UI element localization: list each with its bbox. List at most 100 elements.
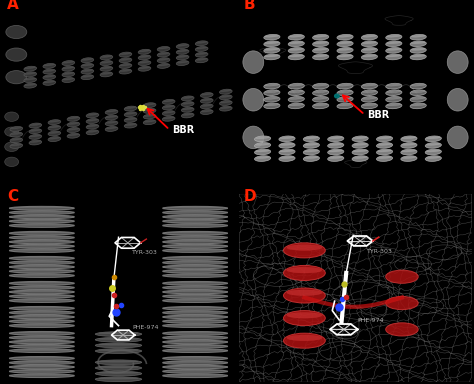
Ellipse shape bbox=[167, 349, 223, 351]
Ellipse shape bbox=[14, 361, 70, 362]
Ellipse shape bbox=[425, 156, 441, 161]
Ellipse shape bbox=[120, 64, 131, 66]
Ellipse shape bbox=[329, 137, 343, 139]
Ellipse shape bbox=[138, 49, 151, 54]
Ellipse shape bbox=[9, 249, 74, 252]
Ellipse shape bbox=[167, 220, 223, 221]
Ellipse shape bbox=[30, 141, 41, 142]
Ellipse shape bbox=[280, 137, 294, 139]
Ellipse shape bbox=[304, 157, 318, 159]
Ellipse shape bbox=[163, 319, 228, 323]
Ellipse shape bbox=[427, 150, 440, 152]
Ellipse shape bbox=[410, 54, 426, 60]
Ellipse shape bbox=[10, 132, 23, 137]
Ellipse shape bbox=[163, 240, 228, 244]
Ellipse shape bbox=[81, 58, 94, 63]
Text: B: B bbox=[244, 0, 255, 12]
Ellipse shape bbox=[167, 241, 223, 242]
Ellipse shape bbox=[167, 295, 223, 296]
Ellipse shape bbox=[163, 100, 174, 102]
Ellipse shape bbox=[361, 90, 377, 96]
Ellipse shape bbox=[312, 34, 329, 40]
Ellipse shape bbox=[95, 343, 142, 348]
Ellipse shape bbox=[264, 41, 280, 46]
Ellipse shape bbox=[337, 34, 353, 40]
Ellipse shape bbox=[290, 42, 303, 44]
Ellipse shape bbox=[120, 70, 131, 72]
Ellipse shape bbox=[303, 136, 319, 142]
Ellipse shape bbox=[201, 109, 213, 114]
Ellipse shape bbox=[303, 142, 319, 148]
Ellipse shape bbox=[182, 113, 194, 118]
Ellipse shape bbox=[143, 120, 156, 125]
Ellipse shape bbox=[138, 61, 151, 66]
Ellipse shape bbox=[401, 136, 417, 142]
Ellipse shape bbox=[378, 150, 392, 152]
Ellipse shape bbox=[376, 156, 392, 161]
Ellipse shape bbox=[9, 369, 74, 373]
Ellipse shape bbox=[9, 290, 74, 294]
Ellipse shape bbox=[304, 150, 318, 152]
Ellipse shape bbox=[338, 104, 352, 106]
Ellipse shape bbox=[68, 128, 79, 130]
Ellipse shape bbox=[48, 125, 61, 130]
Ellipse shape bbox=[24, 83, 36, 88]
Ellipse shape bbox=[95, 371, 142, 376]
Ellipse shape bbox=[387, 48, 401, 50]
Ellipse shape bbox=[177, 45, 188, 46]
Ellipse shape bbox=[9, 206, 74, 210]
Ellipse shape bbox=[167, 300, 223, 301]
Ellipse shape bbox=[163, 281, 228, 285]
Ellipse shape bbox=[196, 58, 207, 60]
Ellipse shape bbox=[287, 267, 322, 273]
Ellipse shape bbox=[312, 48, 329, 53]
Ellipse shape bbox=[167, 311, 223, 313]
Ellipse shape bbox=[361, 96, 377, 102]
Ellipse shape bbox=[48, 120, 61, 125]
Ellipse shape bbox=[387, 104, 401, 106]
Ellipse shape bbox=[264, 90, 280, 96]
Ellipse shape bbox=[265, 98, 279, 99]
Ellipse shape bbox=[163, 249, 228, 252]
Ellipse shape bbox=[163, 244, 228, 248]
Ellipse shape bbox=[195, 58, 208, 63]
Ellipse shape bbox=[9, 356, 74, 360]
Text: BBR: BBR bbox=[172, 125, 194, 135]
Ellipse shape bbox=[386, 103, 402, 109]
Ellipse shape bbox=[201, 104, 212, 106]
Ellipse shape bbox=[67, 133, 80, 138]
Ellipse shape bbox=[6, 71, 27, 84]
Ellipse shape bbox=[163, 324, 228, 328]
Ellipse shape bbox=[328, 156, 344, 161]
Ellipse shape bbox=[68, 134, 79, 136]
Ellipse shape bbox=[328, 136, 344, 142]
Ellipse shape bbox=[363, 84, 376, 86]
Ellipse shape bbox=[167, 270, 223, 271]
Ellipse shape bbox=[290, 91, 303, 93]
Ellipse shape bbox=[67, 116, 80, 121]
Ellipse shape bbox=[105, 109, 118, 114]
Ellipse shape bbox=[401, 156, 417, 161]
Ellipse shape bbox=[14, 295, 70, 296]
Ellipse shape bbox=[86, 119, 99, 124]
Ellipse shape bbox=[163, 261, 228, 265]
Ellipse shape bbox=[106, 116, 117, 118]
Ellipse shape bbox=[125, 124, 136, 126]
Ellipse shape bbox=[9, 331, 74, 335]
Ellipse shape bbox=[314, 104, 328, 106]
Ellipse shape bbox=[167, 216, 223, 217]
Ellipse shape bbox=[338, 91, 352, 93]
Ellipse shape bbox=[158, 64, 169, 66]
Ellipse shape bbox=[163, 336, 228, 339]
Ellipse shape bbox=[14, 257, 70, 258]
Ellipse shape bbox=[162, 111, 175, 116]
Ellipse shape bbox=[314, 48, 328, 50]
Ellipse shape bbox=[157, 63, 170, 68]
Ellipse shape bbox=[337, 48, 353, 53]
Ellipse shape bbox=[163, 215, 228, 219]
Ellipse shape bbox=[265, 55, 279, 57]
Ellipse shape bbox=[99, 361, 138, 362]
Ellipse shape bbox=[402, 137, 416, 139]
Ellipse shape bbox=[95, 360, 142, 365]
Ellipse shape bbox=[5, 157, 18, 167]
